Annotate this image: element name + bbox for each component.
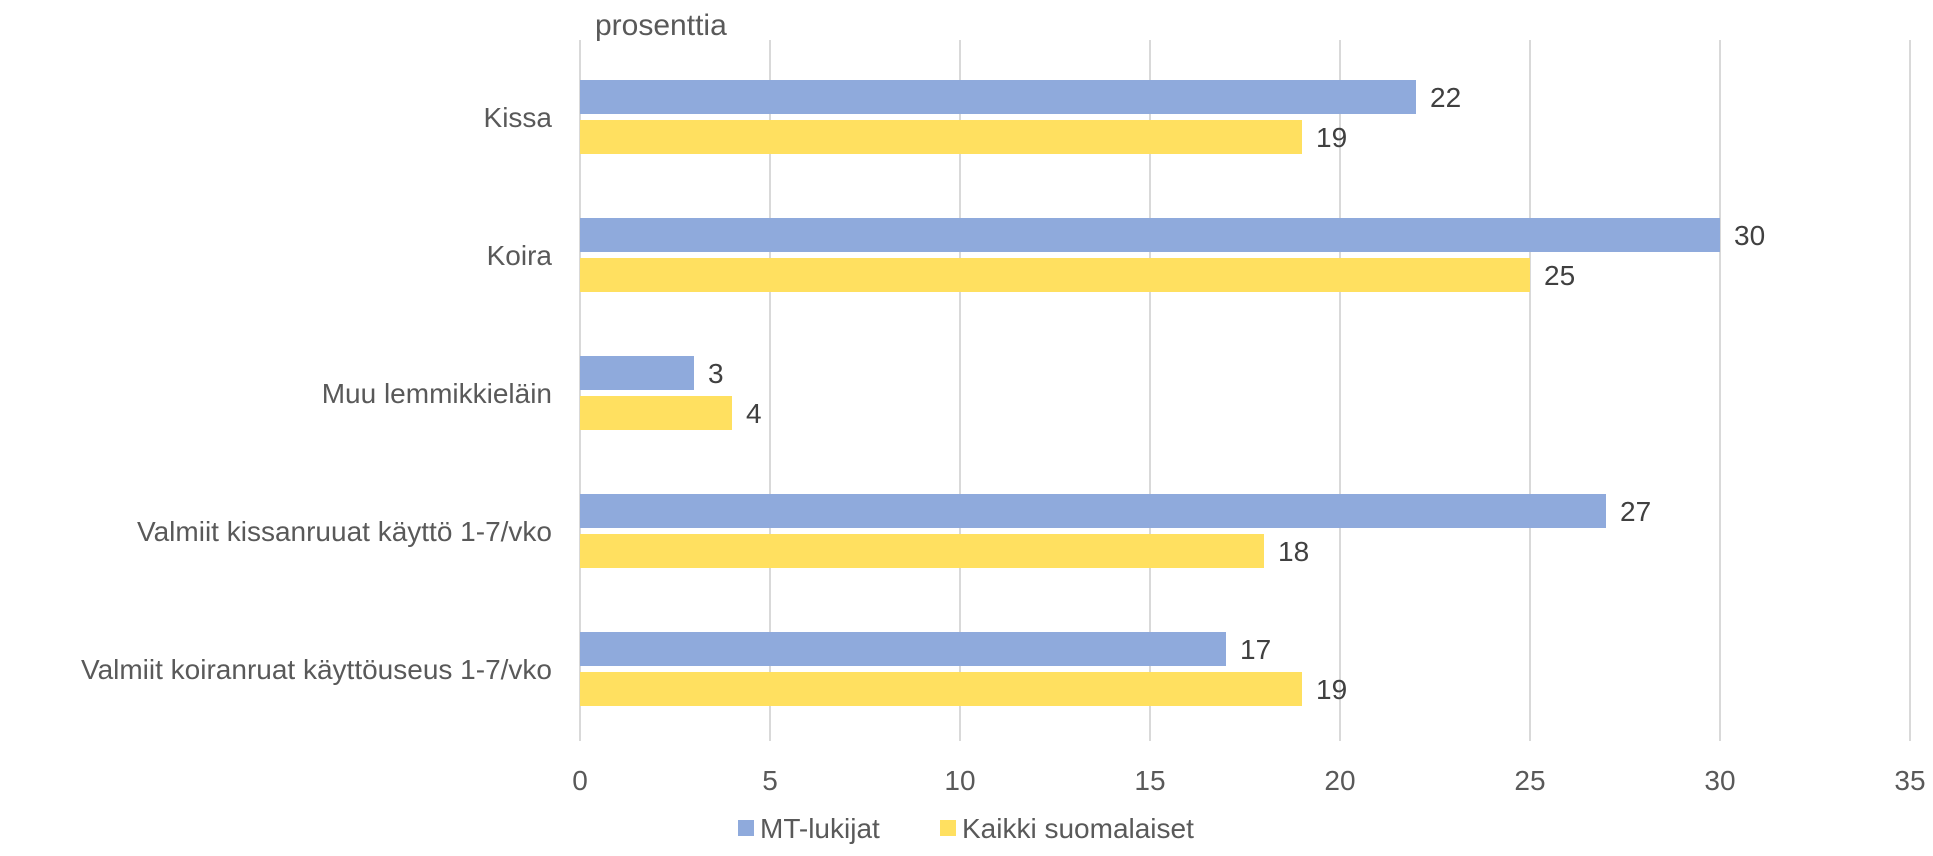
data-label: 25: [1544, 260, 1575, 291]
data-label: 27: [1620, 496, 1651, 527]
unit-label: prosenttia: [595, 9, 727, 42]
bar: [580, 80, 1416, 114]
bar: [580, 120, 1302, 154]
bar: [580, 218, 1720, 252]
data-label: 19: [1316, 674, 1347, 705]
bar: [580, 396, 732, 430]
legend-swatch: [738, 820, 754, 836]
data-label: 22: [1430, 82, 1461, 113]
bar: [580, 356, 694, 390]
bar: [580, 534, 1264, 568]
x-tick-label: 25: [1514, 765, 1545, 796]
x-tick-label: 10: [944, 765, 975, 796]
legend: MT-lukijat Kaikki suomalaiset: [738, 813, 1194, 844]
x-tick-label: 15: [1134, 765, 1165, 796]
x-tick-label: 30: [1704, 765, 1735, 796]
data-label: 4: [746, 398, 762, 429]
bar: [580, 258, 1530, 292]
x-tick-label: 0: [572, 765, 588, 796]
x-tick-label: 20: [1324, 765, 1355, 796]
category-label: Valmiit koiranruat käyttöuseus 1-7/vko: [81, 654, 552, 685]
x-tick-label: 35: [1894, 765, 1925, 796]
legend-label: Kaikki suomalaiset: [962, 813, 1194, 844]
category-label: Kissa: [484, 102, 553, 133]
bar: [580, 494, 1606, 528]
legend-swatch: [940, 820, 956, 836]
x-tick-labels: 0 5 10 15 20 25 30 35: [572, 765, 1925, 796]
data-label: 30: [1734, 220, 1765, 251]
data-label: 3: [708, 358, 724, 389]
data-labels: 22 19 30 25 34 27 18 17 19: [708, 82, 1765, 705]
data-label: 18: [1278, 536, 1309, 567]
category-label: Koira: [487, 240, 553, 271]
bar: [580, 632, 1226, 666]
category-label: Valmiit kissanruuat käyttö 1-7/vko: [137, 516, 552, 547]
category-label: Muu lemmikkieläin: [322, 378, 552, 409]
data-label: 19: [1316, 122, 1347, 153]
bar: [580, 672, 1302, 706]
legend-label: MT-lukijat: [760, 813, 880, 844]
category-labels: Kissa Koira Muu lemmikkieläin Valmiit kissa…: [81, 102, 552, 685]
x-tick-label: 5: [762, 765, 778, 796]
gridlines: [579, 40, 1911, 741]
bars: [580, 80, 1720, 706]
data-label: 17: [1240, 634, 1271, 665]
